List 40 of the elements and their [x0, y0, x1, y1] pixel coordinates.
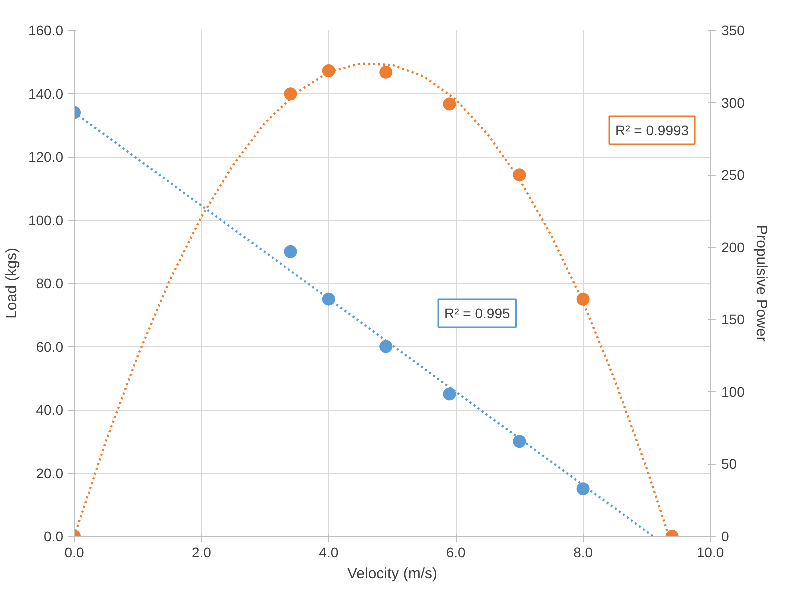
- y2-tick-label: 50: [722, 456, 738, 472]
- y-axis-title: Load (kgs): [3, 248, 20, 319]
- point: [513, 168, 526, 182]
- y-tick-label: 60.0: [36, 338, 64, 355]
- y-tick-label: 20.0: [36, 465, 64, 482]
- point: [576, 482, 590, 496]
- y-tick-label: 140.0: [28, 86, 64, 102]
- x-tick-label: 10.0: [696, 544, 724, 560]
- x-tick-label: 8.0: [574, 544, 594, 560]
- y2-tick-label: 300: [722, 94, 746, 111]
- x-axis-title: Velocity (m/s): [347, 566, 438, 582]
- y2-axis-title: Propulsive Power: [752, 225, 770, 342]
- point: [443, 98, 456, 111]
- y2-tick-label: 0: [722, 528, 730, 544]
- y-tick-label: 40.0: [36, 402, 64, 418]
- y2-tick-label: 350: [722, 22, 746, 38]
- annotation: R² = 0.9993: [616, 122, 690, 138]
- point: [513, 435, 526, 448]
- y-tick-label: 100.0: [28, 212, 64, 228]
- y-tick-label: 0.0: [44, 528, 64, 544]
- point: [380, 340, 393, 354]
- point: [284, 88, 298, 101]
- point: [322, 64, 336, 78]
- x-tick-label: 0.0: [64, 544, 84, 560]
- x-tick-label: 4.0: [319, 544, 339, 560]
- y2-tick-label: 100: [722, 384, 746, 400]
- y2-tick-label: 250: [722, 167, 746, 184]
- point: [322, 292, 336, 306]
- y2-tick-label: 150: [722, 312, 746, 328]
- point: [380, 66, 393, 79]
- y-tick-label: 160.0: [28, 22, 64, 38]
- point: [576, 292, 590, 306]
- annotation: R² = 0.995: [444, 306, 510, 322]
- x-tick-label: 2.0: [192, 544, 212, 560]
- point: [284, 245, 298, 258]
- y-tick-label: 80.0: [36, 276, 64, 292]
- x-tick-label: 6.0: [446, 544, 466, 560]
- point: [443, 388, 456, 401]
- y-tick-label: 120.0: [28, 149, 64, 165]
- y2-tick-label: 200: [722, 239, 746, 256]
